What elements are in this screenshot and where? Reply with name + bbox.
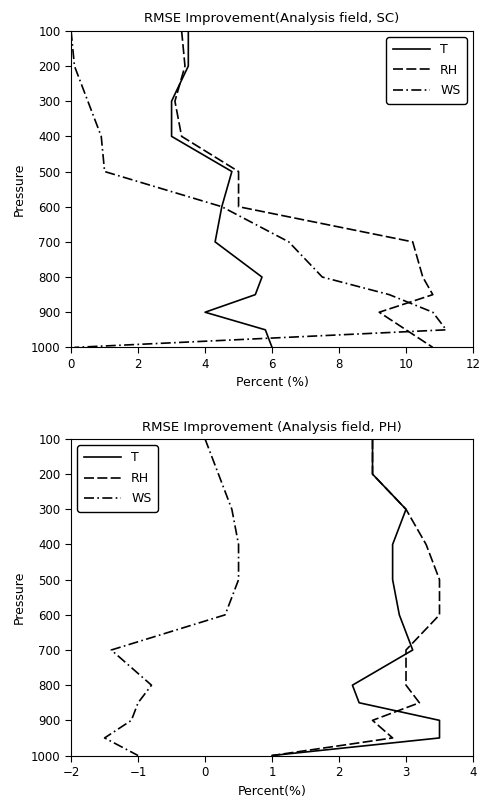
RH xyxy=(370,715,376,725)
RH xyxy=(436,575,442,585)
WS xyxy=(215,469,221,479)
WS xyxy=(236,575,242,585)
T xyxy=(410,645,416,654)
Line: WS: WS xyxy=(71,31,446,347)
RH xyxy=(430,290,436,300)
T xyxy=(185,61,191,70)
X-axis label: Percent(%): Percent(%) xyxy=(238,785,307,798)
RH xyxy=(417,698,423,708)
RH xyxy=(436,610,442,620)
RH xyxy=(403,505,409,514)
RH xyxy=(389,733,395,743)
RH xyxy=(370,469,376,479)
T xyxy=(169,131,175,141)
Legend: T, RH, WS: T, RH, WS xyxy=(387,37,467,104)
WS xyxy=(430,307,436,317)
RH xyxy=(403,645,409,654)
T xyxy=(370,469,376,479)
T xyxy=(252,290,258,300)
RH xyxy=(420,272,426,282)
T xyxy=(169,96,175,106)
RH xyxy=(178,26,184,36)
T xyxy=(356,698,362,708)
WS xyxy=(222,610,228,620)
RH xyxy=(269,751,275,761)
Line: T: T xyxy=(172,31,272,347)
T xyxy=(229,167,235,177)
RH xyxy=(236,202,242,211)
WS xyxy=(68,26,74,36)
T xyxy=(262,325,268,335)
WS xyxy=(85,96,91,106)
T xyxy=(259,272,265,282)
RH xyxy=(172,96,178,106)
T xyxy=(212,237,218,247)
Legend: T, RH, WS: T, RH, WS xyxy=(77,446,158,512)
RH xyxy=(236,167,242,177)
Y-axis label: Pressure: Pressure xyxy=(12,570,26,624)
WS xyxy=(108,645,114,654)
Line: RH: RH xyxy=(272,439,439,756)
Line: RH: RH xyxy=(175,31,433,347)
Title: RMSE Improvement (Analysis field, PH): RMSE Improvement (Analysis field, PH) xyxy=(142,420,402,433)
WS xyxy=(135,698,141,708)
RH xyxy=(410,237,416,247)
WS xyxy=(102,167,107,177)
T xyxy=(202,307,208,317)
X-axis label: Percent (%): Percent (%) xyxy=(236,377,309,390)
WS xyxy=(135,751,141,761)
RH xyxy=(182,61,188,70)
Line: WS: WS xyxy=(105,439,239,756)
T xyxy=(269,343,275,352)
T xyxy=(389,575,395,585)
RH xyxy=(178,131,184,141)
WS xyxy=(128,715,134,725)
T xyxy=(370,434,376,444)
RH xyxy=(376,307,382,317)
WS xyxy=(148,680,154,690)
RH xyxy=(403,325,409,335)
T xyxy=(219,202,225,211)
Line: T: T xyxy=(272,439,439,756)
T xyxy=(396,610,402,620)
RH xyxy=(430,343,436,352)
T xyxy=(389,539,395,549)
T xyxy=(436,715,442,725)
RH xyxy=(423,539,429,549)
T xyxy=(403,505,409,514)
WS xyxy=(71,61,77,70)
RH xyxy=(370,434,376,444)
WS xyxy=(387,290,392,300)
WS xyxy=(236,539,242,549)
WS xyxy=(202,434,208,444)
RH xyxy=(403,680,409,690)
WS xyxy=(102,733,107,743)
WS xyxy=(71,343,77,352)
T xyxy=(185,26,191,36)
T xyxy=(436,733,442,743)
Y-axis label: Pressure: Pressure xyxy=(12,163,26,215)
WS xyxy=(229,505,235,514)
WS xyxy=(98,131,104,141)
Title: RMSE Improvement(Analysis field, SC): RMSE Improvement(Analysis field, SC) xyxy=(144,12,400,25)
WS xyxy=(443,325,449,335)
T xyxy=(350,680,355,690)
WS xyxy=(286,237,292,247)
WS xyxy=(219,202,225,211)
T xyxy=(269,751,275,761)
WS xyxy=(319,272,325,282)
